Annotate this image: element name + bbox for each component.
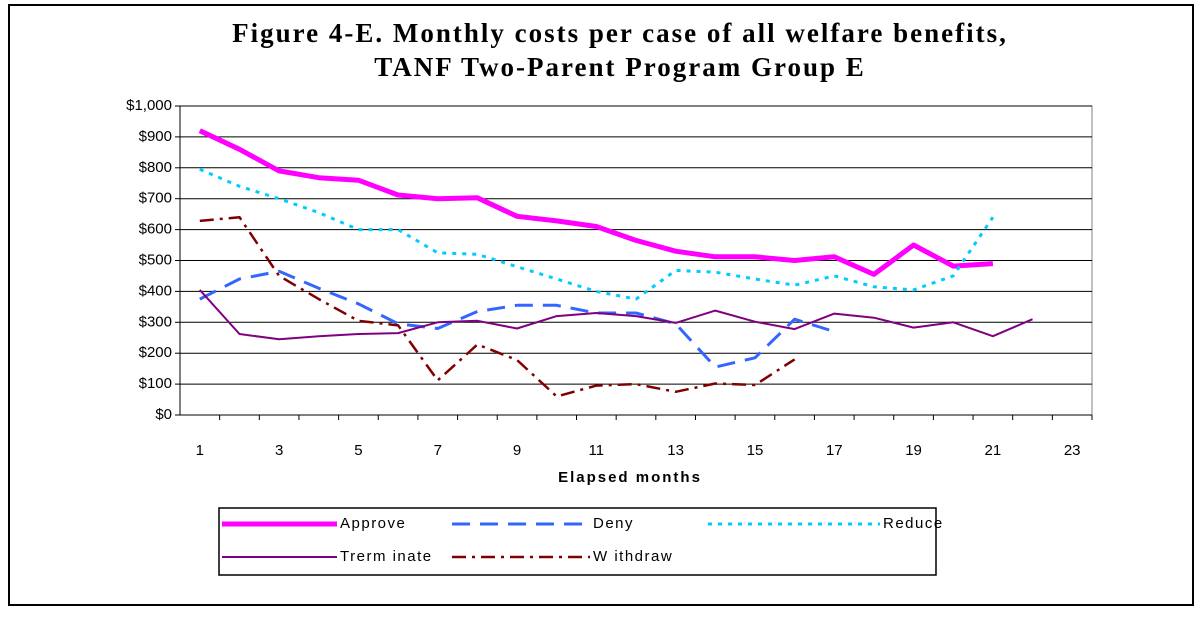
- series-line: [199, 167, 995, 301]
- y-tick-label: $100: [139, 375, 172, 392]
- legend-label: Deny: [593, 515, 634, 532]
- x-tick-label: 1: [196, 442, 204, 459]
- series-line: [199, 215, 796, 398]
- chart-title: Figure 4-E. Monthly costs per case of al…: [232, 18, 1008, 48]
- legend-label: Approve: [340, 515, 406, 532]
- x-tick-label: 9: [513, 442, 521, 459]
- series-line: [199, 289, 1033, 341]
- x-tick-label: 15: [747, 442, 764, 459]
- y-tick-label: $700: [139, 190, 172, 207]
- x-tick-label: 23: [1064, 442, 1081, 459]
- x-tick-label: 7: [434, 442, 442, 459]
- y-tick-label: $1,000: [126, 97, 172, 114]
- x-tick-label: 3: [275, 442, 283, 459]
- y-tick-label: $800: [139, 159, 172, 176]
- x-tick-label: 21: [985, 442, 1002, 459]
- x-tick-label: 19: [905, 442, 922, 459]
- y-tick-label: $900: [139, 128, 172, 145]
- y-tick-label: $600: [139, 221, 172, 238]
- series-line: [199, 269, 835, 369]
- y-tick-label: $200: [139, 344, 172, 361]
- y-tick-label: $300: [139, 313, 172, 330]
- legend-label: W ithdraw: [593, 548, 673, 565]
- legend: [218, 507, 937, 576]
- x-axis-label: Elapsed months: [558, 469, 702, 486]
- legend-label: Reduce: [883, 515, 944, 532]
- x-tick-label: 17: [826, 442, 843, 459]
- legend-label: Trerm inate: [340, 548, 433, 565]
- x-tick-label: 5: [354, 442, 362, 459]
- y-tick-label: $500: [139, 251, 172, 268]
- x-tick-label: 13: [667, 442, 684, 459]
- x-tick-label: 11: [589, 442, 605, 459]
- chart-subtitle: TANF Two-Parent Program Group E: [374, 52, 865, 82]
- y-tick-label: $0: [155, 406, 172, 423]
- y-tick-label: $400: [139, 282, 172, 299]
- series-line: [198, 128, 994, 277]
